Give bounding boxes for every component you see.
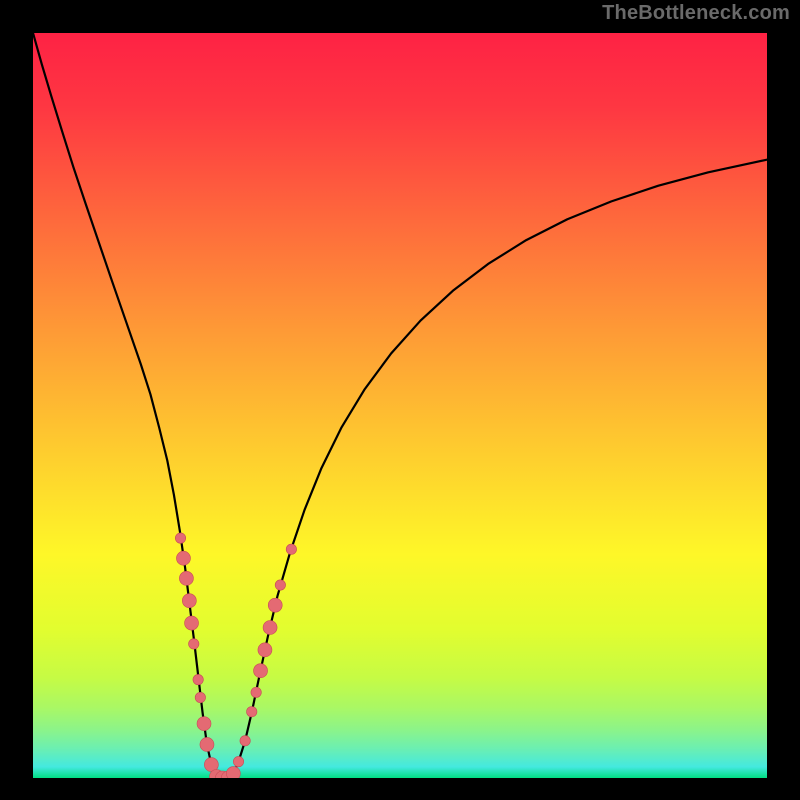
data-point [179, 571, 193, 585]
plot-background [33, 33, 767, 778]
data-point [182, 594, 196, 608]
data-point [240, 736, 250, 746]
watermark-text: TheBottleneck.com [602, 2, 790, 25]
data-point [251, 687, 261, 697]
data-point [176, 551, 190, 565]
data-point [195, 692, 205, 702]
data-point [185, 616, 199, 630]
data-point [286, 544, 296, 554]
data-point [247, 707, 257, 717]
data-point [200, 737, 214, 751]
data-point [197, 717, 211, 731]
bottleneck-chart-svg [0, 0, 800, 800]
chart-frame: TheBottleneck.com [0, 0, 800, 800]
data-point [263, 621, 277, 635]
data-point [258, 643, 272, 657]
data-point [233, 756, 243, 766]
data-point [268, 598, 282, 612]
data-point [275, 580, 285, 590]
data-point [254, 664, 268, 678]
data-point [189, 639, 199, 649]
data-point [175, 533, 185, 543]
data-point [193, 674, 203, 684]
